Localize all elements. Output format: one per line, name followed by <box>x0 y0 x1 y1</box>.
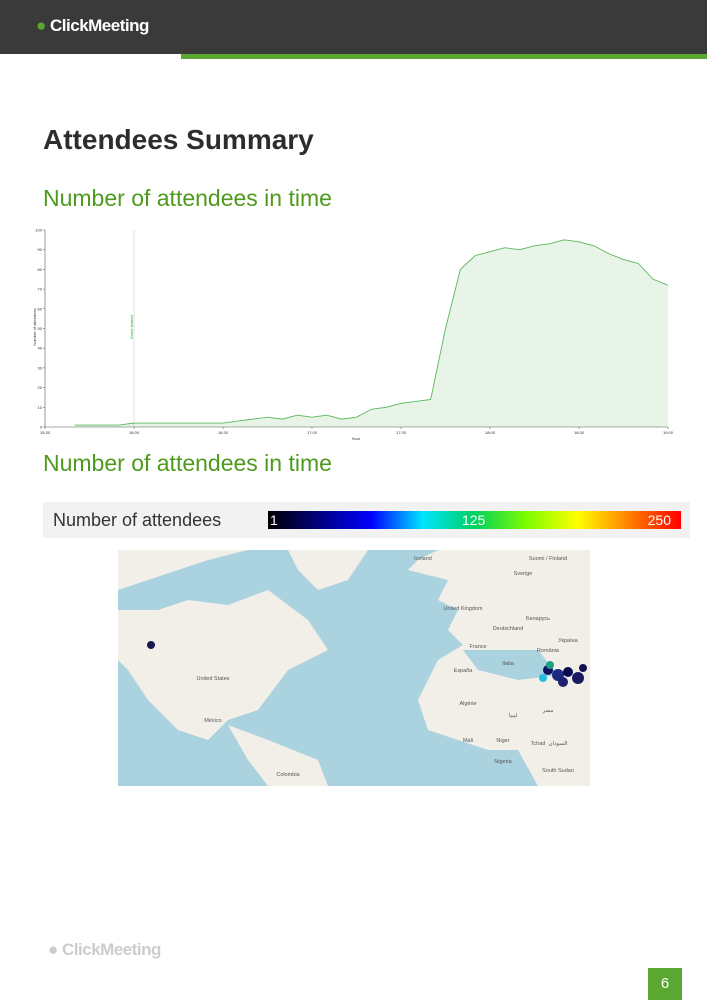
map-label: México <box>204 718 221 724</box>
map-label: Iceland <box>414 556 432 562</box>
line <box>74 239 669 426</box>
footer-logo: ● ClickMeeting <box>48 940 161 959</box>
page-number: 6 <box>648 968 682 1000</box>
map-label: United States <box>196 676 229 682</box>
y-tick-label: 10 <box>38 405 43 410</box>
land <box>118 590 328 740</box>
land <box>118 550 248 590</box>
attendee-dot <box>539 674 547 682</box>
map-label: Niger <box>496 738 509 744</box>
map-label: Algérie <box>459 701 476 707</box>
colorbar: 1 125 250 <box>268 511 681 529</box>
map-label: France <box>469 644 486 650</box>
colorbar-tick-label: 250 <box>647 512 671 528</box>
map-label: مصر <box>542 708 554 714</box>
colorbar-panel: Number of attendees 1 125 250 <box>43 502 690 538</box>
attendee-dot <box>546 661 554 669</box>
section-heading: Number of attendees in time <box>43 450 332 476</box>
map-label: Україна <box>558 638 578 644</box>
attendee-dot <box>579 664 587 672</box>
x-tick-label: 17:00 <box>307 430 318 435</box>
map-label: Mali <box>463 738 473 744</box>
colorbar-tick-label: 1 <box>270 512 278 528</box>
section-heading: Number of attendees in time <box>43 185 332 211</box>
map-label: Italia <box>502 661 515 667</box>
logo: ● ClickMeeting <box>36 16 149 35</box>
attendee-dot <box>563 667 573 677</box>
x-axis-label: Hour <box>352 436 361 441</box>
land <box>288 550 368 590</box>
map-label: South Sudan <box>542 768 574 774</box>
map-label: Tchad <box>531 741 546 747</box>
y-tick-label: 100 <box>35 228 42 233</box>
y-tick-label: 90 <box>38 247 43 252</box>
y-tick-label: 80 <box>38 267 43 272</box>
attendee-dot <box>558 677 568 687</box>
map: Iceland Sverige Suomi / Finland United King… <box>118 550 590 786</box>
colorbar-tick-label: 125 <box>461 512 486 528</box>
x-tick-label: 17:30 <box>396 430 407 435</box>
map-label: España <box>454 668 474 674</box>
colorbar-label: Number of attendees <box>53 510 222 530</box>
x-tick-label: 16:00 <box>129 430 140 435</box>
map-label: ليبيا <box>509 712 518 719</box>
y-tick-label: 50 <box>38 326 43 331</box>
page-title: Attendees Summary <box>43 124 314 155</box>
y-tick-label: 20 <box>38 385 43 390</box>
area <box>74 239 668 427</box>
y-tick-label: 60 <box>38 306 43 311</box>
logo-text: ClickMeeting <box>50 16 149 35</box>
map-label: Deutschland <box>493 626 524 632</box>
y-tick-label: 0 <box>40 425 43 430</box>
map-label: Suomi / Finland <box>529 556 567 562</box>
top-bar: ● ClickMeeting <box>0 0 707 54</box>
land <box>228 725 328 786</box>
footer-logo-text: ClickMeeting <box>62 940 161 959</box>
map-label: السودان <box>549 740 568 747</box>
map-label: Беларусь <box>526 616 550 622</box>
map-label: Sverige <box>514 571 533 577</box>
map-label: United Kingdom <box>443 606 483 612</box>
map-label: Nigeria <box>494 759 512 765</box>
x-tick-label: 19:00 <box>663 430 674 435</box>
y-tick-label: 40 <box>38 346 43 351</box>
y-tick-label: 70 <box>38 287 43 292</box>
accent-line <box>181 54 707 59</box>
x-tick-label: 18:30 <box>574 430 585 435</box>
x-tick-label: 15:30 <box>40 430 51 435</box>
x-tick-label: 16:30 <box>218 430 229 435</box>
y-tick-label: 30 <box>38 365 43 370</box>
attendee-dot <box>572 672 584 684</box>
sea <box>463 650 558 680</box>
annotation: Event started <box>129 315 134 339</box>
x-tick-label: 18:00 <box>485 430 496 435</box>
chart: Number of attendees Hour 0 10 20 30 40 50 60 70… <box>32 228 674 442</box>
map-label: Colombia <box>276 772 300 778</box>
attendee-dot <box>147 641 155 649</box>
map-label: România <box>537 648 560 654</box>
y-axis-label: Number of attendees <box>32 308 37 345</box>
